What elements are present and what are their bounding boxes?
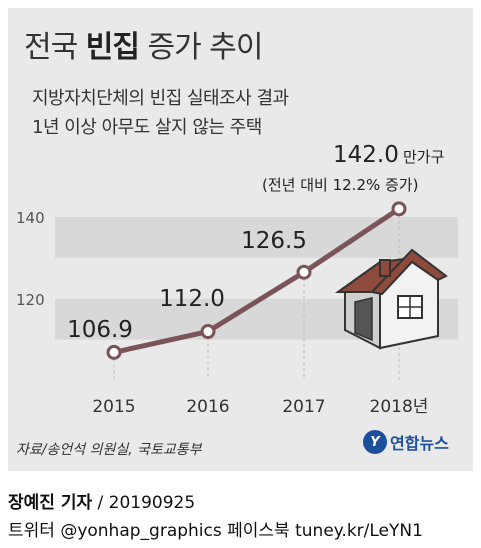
- y-tick-label: 140: [16, 209, 45, 227]
- x-tick-label: 2015: [92, 397, 135, 417]
- social-line: 트위터 @yonhap_graphics 페이스북 tuney.kr/LeYN1: [8, 521, 423, 541]
- series-line: [113, 206, 401, 355]
- growth-annotation: (전년 대비 12.2% 증가): [262, 176, 418, 194]
- data-label: 106.9: [67, 317, 133, 343]
- data-label: 126.5: [241, 228, 307, 254]
- data-label: 112.0: [159, 286, 225, 312]
- subtitle-definition: 1년 이상 아무도 살지 않는 주택: [32, 117, 262, 138]
- publish-date: / 20190925: [92, 493, 196, 513]
- data-unit-label: 만가구: [403, 148, 444, 166]
- logo-text: 연합뉴스: [390, 434, 449, 453]
- reporter-line: 장예진 기자 / 20190925: [8, 488, 195, 513]
- reporter-name: 장예진 기자: [8, 493, 93, 513]
- x-tick-label: 2017: [282, 397, 325, 417]
- data-point: [200, 324, 216, 340]
- yonhap-logo: Y 연합뉴스: [363, 430, 449, 454]
- data-point: [106, 344, 122, 360]
- title-highlight: 빈집: [85, 30, 140, 65]
- subtitle-survey: 지방자치단체의 빈집 실태조사 결과: [32, 88, 289, 109]
- data-point: [296, 264, 312, 280]
- data-label: 142.0: [333, 142, 399, 168]
- page-title: 전국 빈집 증가 추이: [24, 30, 263, 65]
- y-tick-label: 120: [16, 291, 45, 309]
- grid-band: [55, 217, 458, 258]
- x-tick-label: 2018년: [370, 397, 429, 417]
- x-tick-label: 2016: [186, 397, 229, 417]
- house-icon: [334, 248, 448, 350]
- source-note: 자료/송언석 의원실, 국토교통부: [16, 442, 202, 458]
- logo-mark-icon: Y: [363, 430, 387, 454]
- data-point: [391, 201, 407, 217]
